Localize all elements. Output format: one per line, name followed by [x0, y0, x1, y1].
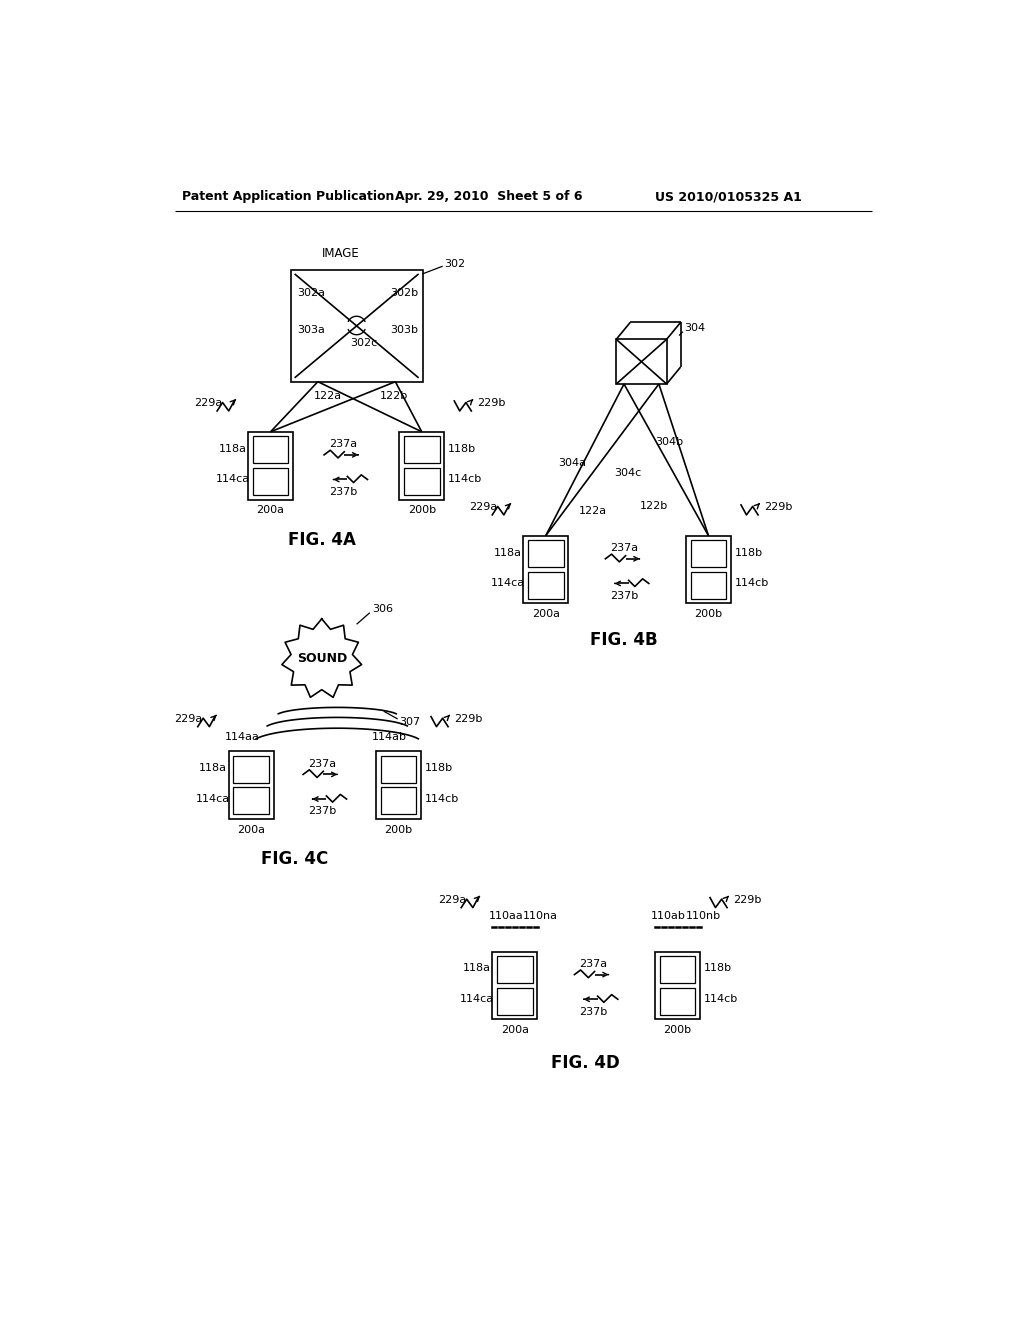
Bar — [381, 756, 417, 783]
Text: 114aa: 114aa — [225, 733, 260, 742]
Text: 237b: 237b — [308, 807, 336, 816]
Bar — [686, 536, 731, 603]
Bar — [497, 956, 532, 983]
Bar — [659, 987, 695, 1015]
Text: 114ca: 114ca — [216, 474, 250, 484]
Text: 114cb: 114cb — [735, 578, 769, 589]
Text: 304b: 304b — [655, 437, 683, 446]
Bar — [253, 437, 289, 463]
Text: 229b: 229b — [764, 502, 793, 512]
Text: 114cb: 114cb — [449, 474, 482, 484]
Text: 302b: 302b — [390, 288, 418, 298]
Text: 229a: 229a — [174, 714, 203, 723]
Text: 229a: 229a — [438, 895, 466, 906]
Text: 200a: 200a — [257, 506, 285, 515]
Text: 229a: 229a — [469, 502, 498, 512]
Text: 118a: 118a — [219, 444, 247, 454]
Text: Apr. 29, 2010  Sheet 5 of 6: Apr. 29, 2010 Sheet 5 of 6 — [395, 190, 583, 203]
Bar — [659, 956, 695, 983]
Text: 122b: 122b — [640, 502, 668, 511]
Text: FIG. 4B: FIG. 4B — [590, 631, 657, 648]
Bar — [233, 788, 269, 814]
Bar — [233, 756, 269, 783]
Text: 110nb: 110nb — [686, 911, 721, 921]
Text: 200a: 200a — [238, 825, 265, 834]
Text: 229b: 229b — [477, 399, 506, 408]
Text: 114ca: 114ca — [197, 795, 230, 804]
Bar — [253, 469, 289, 495]
Text: 237a: 237a — [308, 759, 336, 768]
Text: 118b: 118b — [703, 964, 732, 973]
Text: 118b: 118b — [449, 444, 476, 454]
Text: 122b: 122b — [380, 391, 409, 400]
Text: 306: 306 — [372, 603, 393, 614]
Text: 302c: 302c — [350, 338, 378, 348]
Bar — [497, 987, 532, 1015]
Text: 304a: 304a — [558, 458, 586, 467]
Text: 200b: 200b — [408, 506, 436, 515]
Text: FIG. 4D: FIG. 4D — [551, 1055, 620, 1072]
Bar — [403, 437, 439, 463]
Text: US 2010/0105325 A1: US 2010/0105325 A1 — [655, 190, 802, 203]
Text: 237a: 237a — [329, 440, 356, 449]
Text: 114ab: 114ab — [372, 733, 408, 742]
Text: 237a: 237a — [579, 958, 607, 969]
Text: 200a: 200a — [501, 1026, 528, 1035]
Bar — [616, 339, 667, 384]
Text: 118a: 118a — [494, 548, 522, 557]
Text: 118b: 118b — [735, 548, 763, 557]
Text: 304: 304 — [684, 323, 706, 333]
Text: 114cb: 114cb — [425, 795, 459, 804]
Text: SOUND: SOUND — [297, 652, 347, 665]
Text: 237a: 237a — [610, 543, 638, 553]
Text: 110aa: 110aa — [488, 911, 523, 921]
Text: 302a: 302a — [297, 288, 325, 298]
Text: 229a: 229a — [194, 399, 222, 408]
Text: 110na: 110na — [523, 911, 558, 921]
Text: 303b: 303b — [390, 325, 418, 335]
Text: 229b: 229b — [733, 895, 762, 906]
Text: 303a: 303a — [297, 325, 325, 335]
Text: 122a: 122a — [314, 391, 342, 400]
Text: 200a: 200a — [531, 610, 560, 619]
Text: 237b: 237b — [579, 1007, 607, 1016]
Text: 237b: 237b — [329, 487, 357, 496]
Text: 118a: 118a — [200, 763, 227, 774]
Text: FIG. 4A: FIG. 4A — [288, 531, 355, 549]
Text: FIG. 4C: FIG. 4C — [261, 850, 329, 869]
Bar — [403, 469, 439, 495]
Text: Patent Application Publication: Patent Application Publication — [182, 190, 394, 203]
Text: 200b: 200b — [664, 1026, 691, 1035]
Bar — [376, 751, 421, 818]
Text: 229b: 229b — [455, 714, 482, 723]
Bar — [523, 536, 568, 603]
Text: 110ab: 110ab — [651, 911, 686, 921]
Bar — [528, 572, 563, 599]
Text: 118a: 118a — [463, 964, 490, 973]
Text: 237b: 237b — [610, 591, 638, 601]
Bar — [493, 952, 538, 1019]
Bar — [690, 572, 726, 599]
Text: 302: 302 — [444, 259, 465, 269]
Bar — [228, 751, 273, 818]
Text: 118b: 118b — [425, 763, 453, 774]
Bar — [655, 952, 700, 1019]
Text: 114ca: 114ca — [490, 578, 525, 589]
Bar — [690, 540, 726, 568]
Text: 200b: 200b — [694, 610, 723, 619]
Text: IMAGE: IMAGE — [323, 247, 360, 260]
Bar — [291, 271, 423, 381]
Text: 122a: 122a — [579, 506, 607, 516]
Text: 304c: 304c — [614, 467, 641, 478]
Text: 200b: 200b — [384, 825, 413, 834]
Bar — [248, 432, 293, 499]
Bar — [399, 432, 444, 499]
Bar — [528, 540, 563, 568]
Text: 114ca: 114ca — [460, 994, 494, 1005]
Text: 307: 307 — [399, 717, 421, 727]
Text: 114cb: 114cb — [703, 994, 738, 1005]
Bar — [381, 788, 417, 814]
